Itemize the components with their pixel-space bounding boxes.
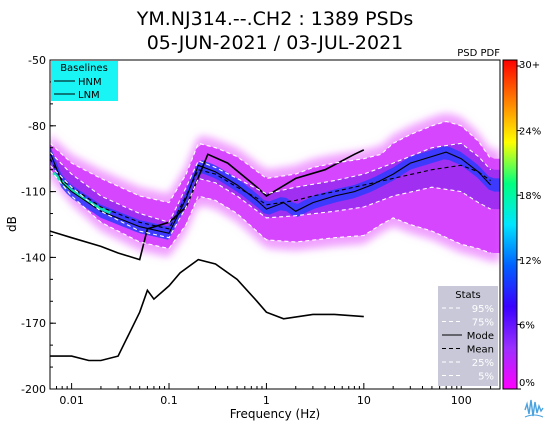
- colorbar-tick-label: 30+: [519, 60, 540, 71]
- series-line-25pct: [50, 164, 491, 239]
- colorbar-tick-label: 0%: [519, 378, 535, 389]
- stats-legend-label: 95%: [472, 304, 494, 315]
- stats-legend-box: [438, 286, 498, 386]
- y-axis-label: dB: [5, 216, 19, 232]
- y-tick-label: -140: [21, 251, 46, 264]
- series-line-75pct: [50, 142, 492, 223]
- series-line-lnm: [50, 258, 364, 362]
- x-tick-label: 100: [451, 394, 472, 407]
- x-axis-label: Frequency (Hz): [230, 407, 321, 421]
- colorbar-tick-label: 12%: [519, 256, 541, 267]
- colorbar-ticks: 0% 6% 12% 18% 24% 30+: [517, 60, 541, 390]
- plot-frame: [49, 59, 501, 390]
- y-tick-label: -50: [28, 54, 46, 67]
- stats-legend-label: 25%: [472, 358, 494, 369]
- x-tick-label: 0.01: [59, 394, 84, 407]
- stats-legend-label: 75%: [472, 318, 494, 329]
- stats-legend-label: 5%: [478, 372, 494, 383]
- y-tick-label: -80: [28, 120, 46, 133]
- x-tick-label: 1: [263, 394, 270, 407]
- logo-icon: [523, 396, 545, 420]
- y-tick-label: -170: [21, 317, 46, 330]
- density-inner: [50, 143, 500, 238]
- chart-subtitle: 05-JUN-2021 / 03-JUL-2021: [147, 32, 404, 54]
- x-tick-label: 0.1: [160, 394, 178, 407]
- stats-legend-title: Stats: [455, 290, 481, 301]
- y-tick-label: -110: [21, 186, 46, 199]
- colorbar-tick-label: 18%: [519, 191, 541, 202]
- series-line-5pct: [50, 169, 491, 254]
- stats-legend-label: Mean: [467, 345, 494, 356]
- x-tick-label: 10: [357, 394, 371, 407]
- colorbar-label: PSD PDF: [457, 48, 500, 59]
- series-line-mean: [50, 158, 491, 230]
- baselines-legend: Baselines HNM LNM: [51, 61, 118, 101]
- density-core: [50, 145, 500, 240]
- colorbar-tick-label: 24%: [519, 127, 541, 138]
- stats-legend-label: Mode: [467, 331, 494, 342]
- y-tick-label: -200: [21, 383, 46, 396]
- chart-title: YM.NJ314.--.CH2 : 1389 PSDs: [136, 8, 413, 30]
- series-line-95pct: [50, 120, 492, 204]
- colorbar: [502, 59, 518, 390]
- plot-area: [50, 113, 500, 362]
- colorbar-tick-label: 6%: [519, 320, 535, 331]
- axes: 0.01 0.1 1 10 100 -50 -80 -110 -140 -170 -200: [21, 54, 492, 407]
- stats-legend: Stats 95% 75% Mode Mean 25% 5%: [438, 286, 498, 386]
- baselines-legend-title: Baselines: [60, 63, 108, 74]
- legend-label-hnm: HNM: [78, 77, 102, 88]
- legend-label-lnm: LNM: [78, 90, 100, 101]
